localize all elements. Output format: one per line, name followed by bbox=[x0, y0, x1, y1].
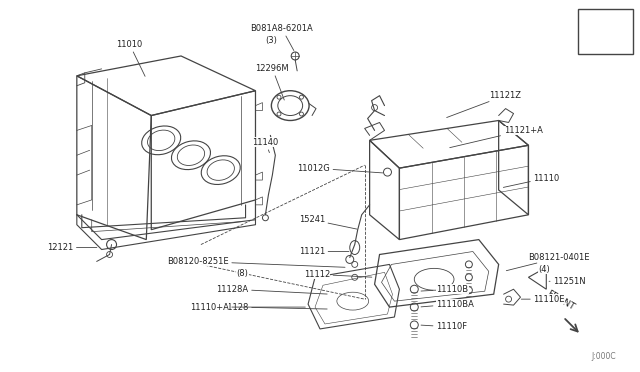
Text: 11012G: 11012G bbox=[297, 164, 383, 173]
Text: (4): (4) bbox=[538, 265, 550, 274]
Text: (8): (8) bbox=[237, 269, 248, 278]
Text: 11251N: 11251N bbox=[549, 277, 586, 286]
Text: 11112: 11112 bbox=[303, 270, 372, 279]
Text: J:000C: J:000C bbox=[591, 352, 616, 361]
Text: 11121: 11121 bbox=[299, 247, 349, 256]
Text: 11110E: 11110E bbox=[522, 295, 565, 304]
Text: 11110BA: 11110BA bbox=[421, 299, 474, 309]
Text: B081A8-6201A: B081A8-6201A bbox=[250, 24, 313, 51]
Text: 11128: 11128 bbox=[222, 302, 327, 312]
Text: 15241: 15241 bbox=[299, 215, 357, 229]
Text: B08121-0401E: B08121-0401E bbox=[506, 253, 590, 271]
Text: 12296M: 12296M bbox=[255, 64, 289, 100]
Text: 11140: 11140 bbox=[253, 138, 279, 153]
Text: 11121Z: 11121Z bbox=[447, 91, 521, 118]
Text: 11110F: 11110F bbox=[421, 323, 467, 331]
Text: 11110: 11110 bbox=[503, 174, 559, 187]
Text: 11010: 11010 bbox=[116, 40, 145, 76]
Text: 11121+A: 11121+A bbox=[450, 126, 543, 148]
Text: FRONT: FRONT bbox=[545, 289, 576, 312]
Text: 11110+A: 11110+A bbox=[190, 302, 305, 312]
Text: B08120-8251E: B08120-8251E bbox=[167, 257, 345, 267]
Text: (3): (3) bbox=[266, 36, 277, 45]
Text: 12121: 12121 bbox=[47, 243, 97, 252]
Text: 11110B: 11110B bbox=[421, 285, 468, 294]
Text: 11128A: 11128A bbox=[216, 285, 327, 294]
Bar bbox=[578, 9, 633, 54]
